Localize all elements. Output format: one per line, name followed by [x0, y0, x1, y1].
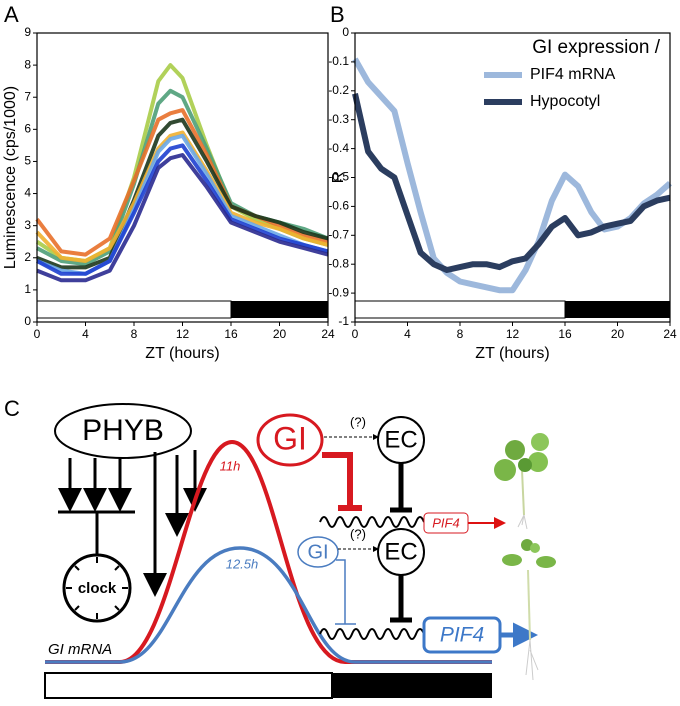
phyb-label: PHYB — [82, 414, 164, 447]
gi-mrna-label: GI mRNA — [48, 641, 112, 658]
series-line — [35, 108, 329, 257]
clock-ticks — [66, 557, 128, 619]
x-tick-label: 0 — [34, 327, 41, 341]
series-line — [35, 130, 329, 263]
clock-icon — [62, 553, 132, 623]
y-tick-label: -0.6 — [328, 199, 349, 213]
series-line — [352, 57, 672, 294]
light-period — [354, 300, 566, 319]
y-tick-label: 1 — [24, 282, 31, 296]
question-label: (?) — [350, 526, 366, 541]
diagram: C PHYB clock GI mRNA 11h 12.5h G — [4, 396, 556, 699]
x-tick-label: 24 — [321, 327, 335, 341]
pif4-label: PIF4 — [432, 515, 459, 530]
series-line — [36, 143, 329, 276]
panel-label: C — [4, 396, 20, 421]
inhibition — [335, 559, 356, 625]
x-tick-label: 8 — [457, 327, 464, 341]
y-axis-label: Luminescence (cps/1000) — [2, 86, 19, 269]
y-tick-label: 0 — [24, 314, 31, 328]
day-bar — [44, 672, 333, 699]
y-tick-label: 7 — [24, 89, 31, 103]
dna — [319, 516, 425, 528]
seedling-short — [494, 433, 549, 530]
pif4-label: PIF4 — [440, 624, 484, 647]
legend-title: GI expression / — [532, 37, 660, 58]
question-label: (?) — [350, 414, 366, 429]
y-tick-label: 4 — [24, 186, 31, 200]
ec-label: EC — [384, 538, 417, 565]
gi-label: GI — [273, 420, 307, 456]
light-period — [36, 300, 232, 319]
x-tick-label: 0 — [352, 327, 359, 341]
peak-label: 11h — [220, 458, 241, 473]
x-tick-label: 16 — [224, 327, 238, 341]
legend-label: Hypocotyl — [530, 93, 600, 110]
seedling-long — [502, 539, 556, 681]
x-axis-label: ZT (hours) — [145, 345, 219, 362]
phyb-node — [54, 403, 192, 459]
x-tick-label: 24 — [663, 327, 677, 341]
night-bar — [332, 673, 492, 698]
gi-node — [256, 413, 324, 467]
y-tick-label: -0.1 — [328, 54, 349, 68]
y-tick-label: -0.7 — [328, 227, 349, 241]
dark-period — [565, 301, 670, 318]
y-tick-label: 0 — [342, 25, 349, 39]
panel-label: B — [330, 2, 345, 27]
series-line — [352, 93, 671, 273]
series-line — [36, 153, 329, 283]
inhibition — [390, 463, 412, 513]
panel-label: A — [4, 2, 19, 27]
y-tick-label: -0.2 — [328, 83, 349, 97]
y-tick-label: 2 — [24, 250, 31, 264]
x-tick-label: 8 — [131, 327, 138, 341]
y-tick-label: -0.4 — [328, 141, 349, 155]
y-tick-label: 9 — [24, 25, 31, 39]
y-axis-label: R — [330, 172, 347, 184]
gi-label: GI — [307, 541, 328, 563]
x-tick-label: 20 — [611, 327, 625, 341]
y-tick-label: 5 — [24, 154, 31, 168]
x-tick-label: 16 — [558, 327, 572, 341]
y-tick-label: -0.8 — [328, 256, 349, 270]
y-tick-label: -0.3 — [328, 112, 349, 126]
x-tick-label: 4 — [82, 327, 89, 341]
y-tick-label: 3 — [24, 218, 31, 232]
clock-label: clock — [78, 580, 117, 597]
peak-label: 12.5h — [226, 556, 259, 571]
x-tick-label: 12 — [176, 327, 190, 341]
y-tick-label: -0.9 — [328, 285, 349, 299]
y-tick-label: 8 — [24, 57, 31, 71]
inhibition — [390, 575, 412, 623]
legend-label: PIF4 mRNA — [530, 66, 616, 83]
ec-label: EC — [384, 426, 417, 453]
y-tick-label: -1 — [338, 314, 349, 328]
x-tick-label: 12 — [506, 327, 520, 341]
y-tick-label: -0.5 — [328, 170, 349, 184]
y-tick-label: 6 — [24, 122, 31, 136]
dark-period — [231, 301, 328, 318]
series-line — [36, 117, 329, 270]
inhibition — [322, 452, 362, 511]
gi-node — [297, 536, 339, 568]
arrows — [58, 450, 207, 597]
curve-long-day — [45, 439, 492, 664]
x-axis-label: ZT (hours) — [475, 345, 549, 362]
dna — [319, 628, 425, 640]
curve-short-day — [45, 546, 492, 664]
x-tick-label: 4 — [404, 327, 411, 341]
x-tick-label: 20 — [273, 327, 287, 341]
